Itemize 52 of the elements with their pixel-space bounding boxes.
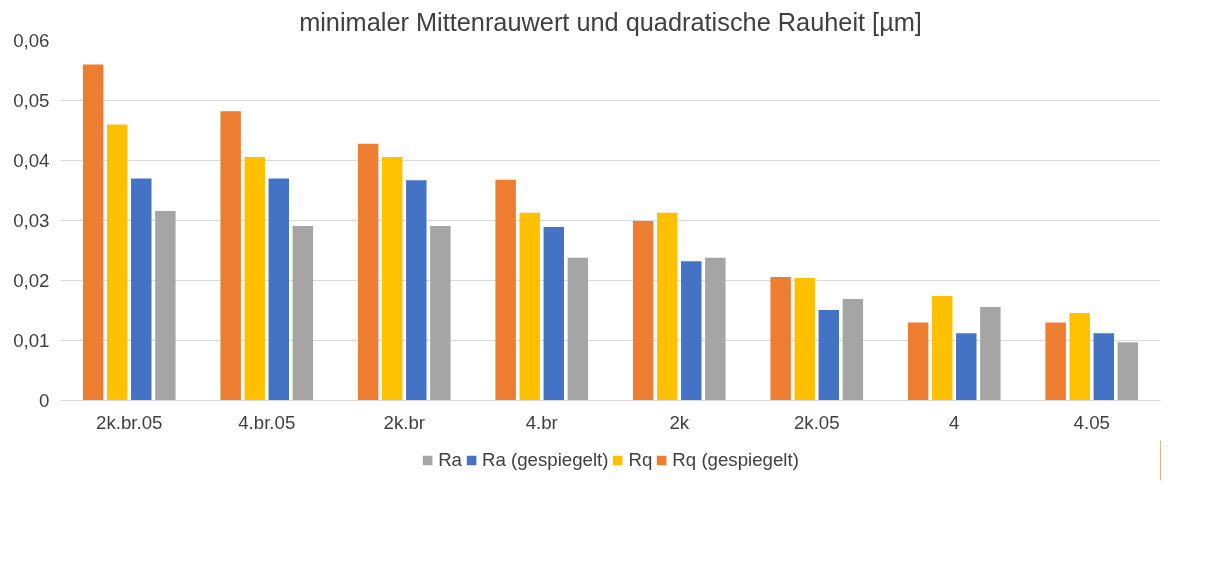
y-tick-label: 0,04 (13, 150, 50, 171)
bar (244, 156, 265, 401)
bar (155, 210, 176, 401)
legend-label: Ra (438, 449, 462, 471)
x-tick-label: 2k (669, 411, 690, 433)
bar (632, 221, 654, 401)
x-tick-label: 4 (949, 411, 960, 433)
y-tick-label: 0,01 (13, 330, 50, 351)
chart-title: minimaler Mittenrauwert und quadratische Rauheit [µm] (299, 7, 922, 36)
bar (292, 225, 314, 401)
x-tick-label: 2k.br (383, 411, 425, 433)
bar (818, 309, 840, 401)
bar (656, 212, 678, 401)
bar (980, 306, 1001, 401)
bar (1117, 342, 1139, 401)
bar (1069, 312, 1090, 401)
bar (770, 276, 791, 401)
x-tick-label: 4.br.05 (238, 411, 296, 433)
bar (907, 322, 929, 401)
x-tick-label: 4.br (525, 411, 558, 433)
legend-label: Ra (gespiegelt) (481, 449, 609, 471)
bar (956, 333, 977, 401)
bar (567, 257, 589, 401)
bar (1093, 333, 1115, 401)
y-tick-label: 0,03 (13, 210, 50, 231)
y-tick-label: 0,05 (13, 90, 50, 111)
bar (842, 299, 864, 401)
bar (268, 178, 290, 401)
bar (381, 156, 403, 401)
y-tick-label: 0 (39, 390, 50, 411)
y-tick-label: 0,02 (13, 270, 50, 291)
bar (543, 227, 565, 401)
bar (82, 64, 104, 401)
bar (106, 124, 128, 401)
bar (1045, 322, 1066, 401)
bar (220, 111, 241, 401)
bar (794, 278, 815, 401)
x-tick-label: 2k.br.05 (96, 411, 163, 433)
bar (131, 178, 152, 401)
bar (357, 143, 379, 401)
bar (406, 180, 427, 401)
bar (931, 296, 953, 401)
x-tick-label: 2k.05 (793, 411, 840, 433)
bar (519, 212, 540, 401)
legend-label: Rq (628, 449, 653, 471)
bar (495, 179, 516, 401)
bar (705, 257, 726, 401)
legend-label: Rq (gespiegelt) (672, 449, 799, 471)
bar (681, 261, 702, 401)
bar (430, 225, 451, 401)
x-tick-label: 4.05 (1073, 411, 1110, 433)
y-tick-label: 0,06 (13, 30, 50, 51)
